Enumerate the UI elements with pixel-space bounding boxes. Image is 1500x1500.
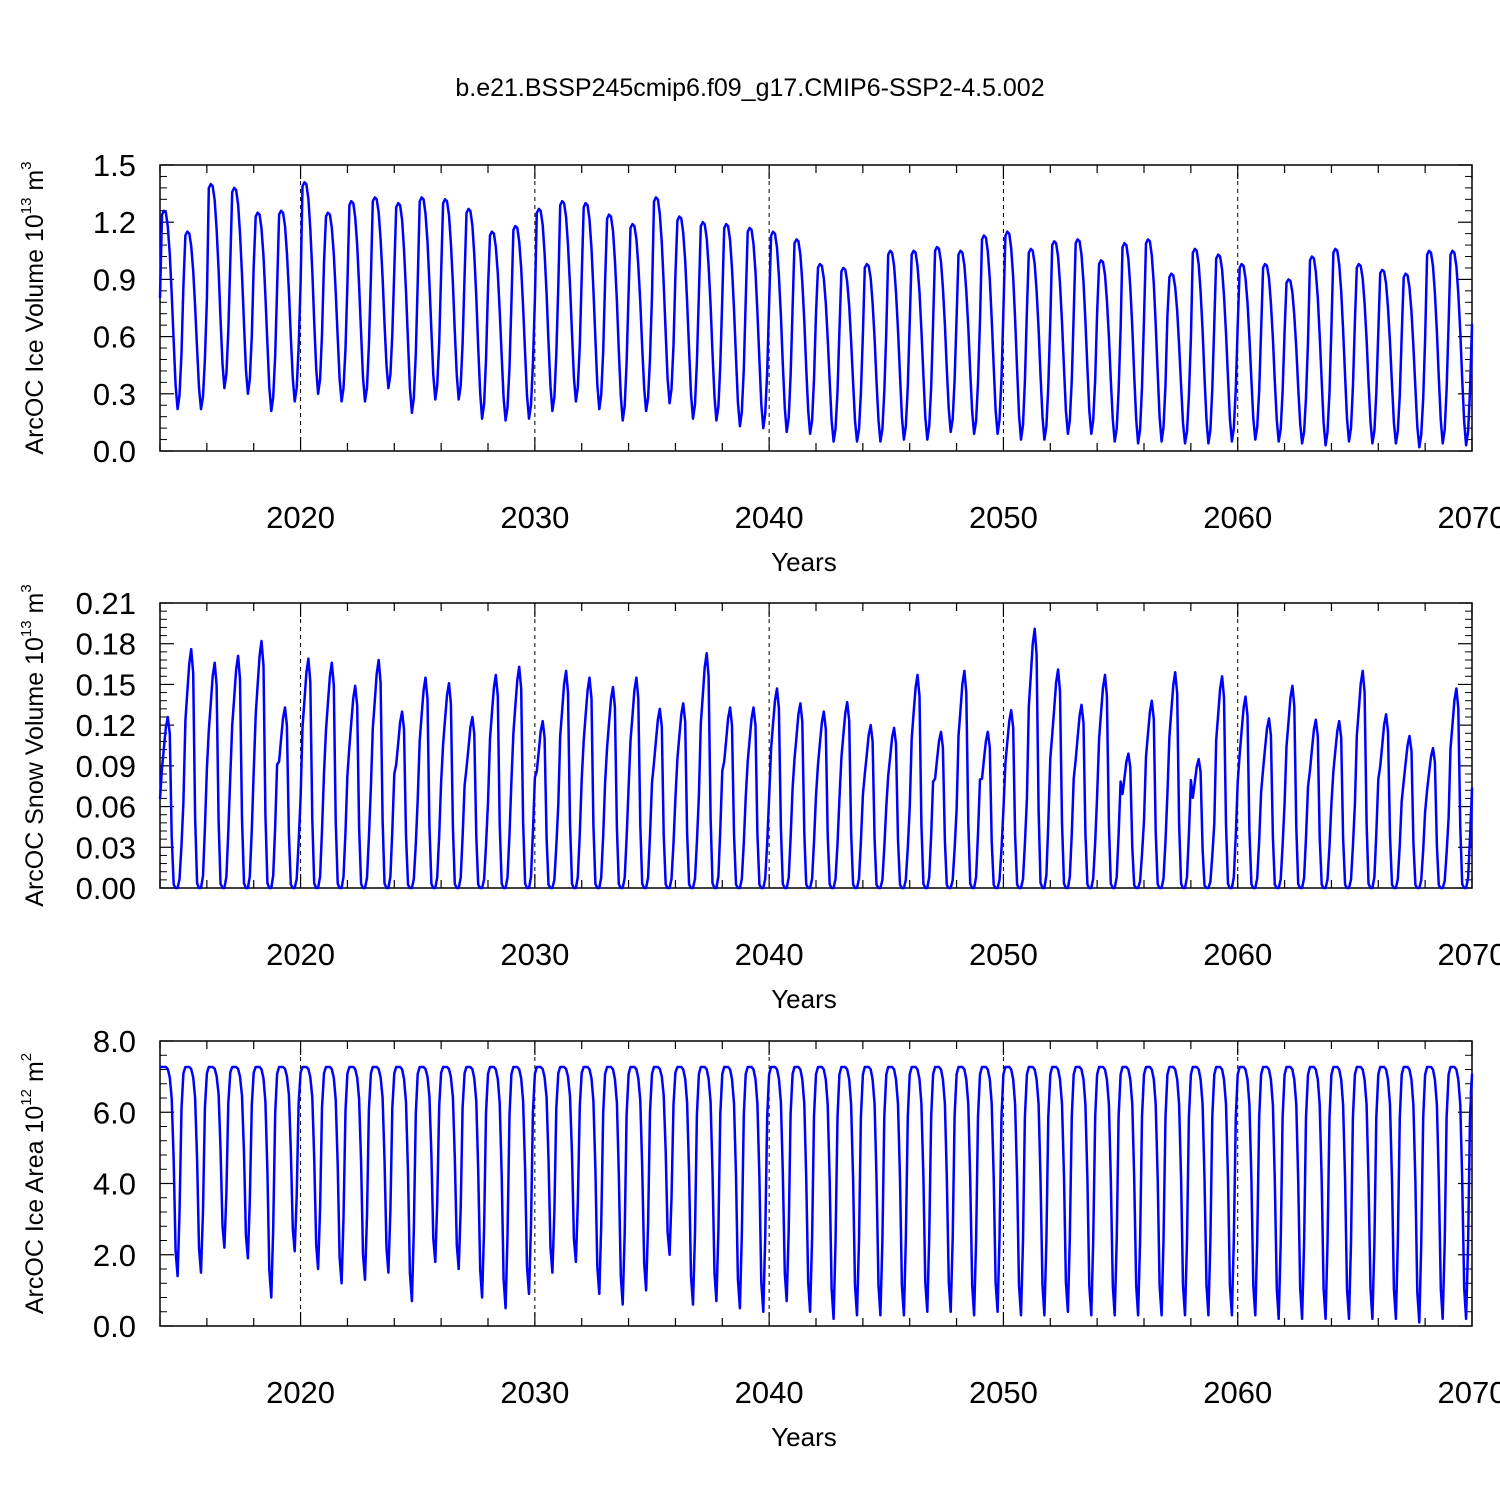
x-tick-label: 2030 <box>500 500 569 535</box>
chart-title: b.e21.BSSP245cmip6.f09_g17.CMIP6-SSP2-4.… <box>455 74 1044 102</box>
y-axis-label: ArcOC Ice Volume 1013 m3 <box>18 161 49 454</box>
y-tick-label: 0.09 <box>76 749 136 784</box>
x-axis-label: Years <box>771 984 837 1014</box>
y-axis-label: ArcOC Ice Area 1012 m2 <box>18 1053 49 1314</box>
y-tick-label: 0.12 <box>76 708 136 743</box>
y-tick-label: 6.0 <box>93 1095 136 1130</box>
series-line <box>158 180 1474 449</box>
y-tick-label: 0.00 <box>76 871 136 906</box>
y-axis-label: ArcOC Snow Volume 1013 m3 <box>18 584 49 906</box>
y-tick-label: 0.9 <box>93 262 136 297</box>
y-tick-label: 0.6 <box>93 320 136 355</box>
y-tick-label: 0.18 <box>76 627 136 662</box>
x-tick-label: 2030 <box>500 1375 569 1410</box>
x-tick-label: 2070 <box>1438 937 1500 972</box>
y-tick-label: 0.15 <box>76 667 136 702</box>
y-tick-label: 0.03 <box>76 830 136 865</box>
panel-3: 2020 2030 2040 2050 2060 2070 Years 0.0 2.0 4.0 6.… <box>18 1024 1500 1452</box>
x-tick-label: 2050 <box>969 1375 1038 1410</box>
x-tick-label: 2040 <box>735 500 804 535</box>
x-tick-label: 2060 <box>1203 1375 1272 1410</box>
y-tick-label: 0.06 <box>76 790 136 825</box>
panel-1: 2020 2030 2040 2050 2060 2070 Years 0.0 0.3 0.6 0.… <box>18 148 1500 577</box>
x-tick-label: 2050 <box>969 500 1038 535</box>
y-tick-label: 1.5 <box>93 148 136 183</box>
x-tick-label: 2070 <box>1438 500 1500 535</box>
y-tick-label: 4.0 <box>93 1167 136 1202</box>
x-tick-label: 2070 <box>1438 1375 1500 1410</box>
x-tick-label: 2060 <box>1203 937 1272 972</box>
x-tick-label: 2060 <box>1203 500 1272 535</box>
y-tick-label: 0.21 <box>76 586 136 621</box>
y-tick-label: 2.0 <box>93 1238 136 1273</box>
x-tick-label: 2020 <box>266 937 335 972</box>
series-line <box>160 1065 1474 1324</box>
x-tick-label: 2030 <box>500 937 569 972</box>
y-tick-label: 0.3 <box>93 377 136 412</box>
x-tick-label: 2020 <box>266 1375 335 1410</box>
y-tick-label: 1.2 <box>93 205 136 240</box>
series-line <box>158 627 1474 890</box>
x-tick-label: 2050 <box>969 937 1038 972</box>
x-tick-label: 2020 <box>266 500 335 535</box>
y-tick-label: 0.0 <box>93 434 136 469</box>
y-tick-label: 0.0 <box>93 1309 136 1344</box>
y-tick-label: 8.0 <box>93 1024 136 1059</box>
panel-2: 2020 2030 2040 2050 2060 2070 Years 0.00 0.03 0.0… <box>18 584 1500 1014</box>
x-tick-label: 2040 <box>735 937 804 972</box>
x-axis-label: Years <box>771 547 837 577</box>
x-axis-label: Years <box>771 1422 837 1452</box>
x-tick-label: 2040 <box>735 1375 804 1410</box>
